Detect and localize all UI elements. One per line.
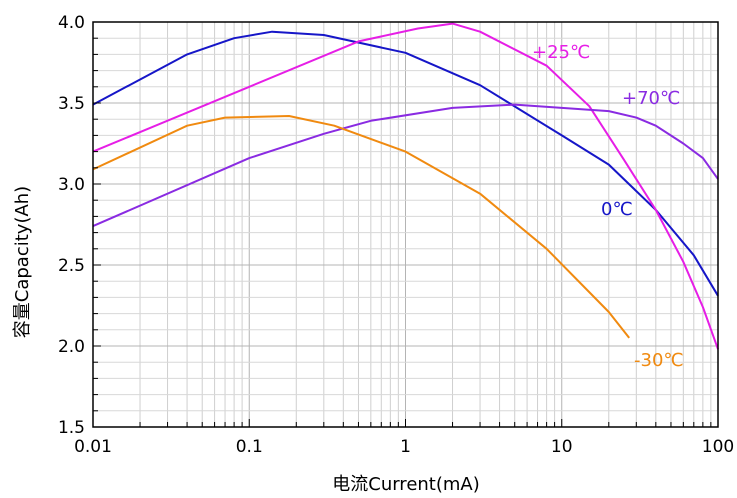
y-tick-label: 1.5 bbox=[58, 418, 85, 438]
x-axis-label: 电流Current(mA) bbox=[332, 474, 480, 495]
series-label-0c: 0℃ bbox=[601, 199, 633, 220]
series-line-0 bbox=[92, 30, 719, 297]
y-tick-label: 2.0 bbox=[58, 337, 85, 357]
x-tick-label: 0.1 bbox=[236, 437, 263, 457]
x-tick-label: 100 bbox=[702, 437, 734, 457]
series-line-2 bbox=[92, 103, 719, 228]
series-label-25c: +25℃ bbox=[532, 42, 590, 63]
y-tick-label: 2.5 bbox=[58, 256, 85, 276]
series-lines bbox=[92, 22, 719, 350]
y-tick-label: 3.0 bbox=[58, 175, 85, 195]
y-tick-label: 4.0 bbox=[58, 13, 85, 33]
y-tick-label: 3.5 bbox=[58, 94, 85, 114]
series-line-3 bbox=[92, 115, 630, 339]
x-tick-label: 0.01 bbox=[74, 437, 112, 457]
x-tick-label: 1 bbox=[400, 437, 411, 457]
axis-ticks: 0.01 0.1 1 10 100 1.5 2.0 2.5 3.0 3.5 4.0 bbox=[58, 13, 734, 457]
x-tick-label: 10 bbox=[551, 437, 573, 457]
series-label-70c: +70℃ bbox=[622, 88, 680, 109]
series-line-1 bbox=[92, 22, 719, 350]
y-axis-label: 容量Capacity(Ah) bbox=[12, 186, 33, 338]
series-label-minus30c: -30℃ bbox=[634, 350, 684, 371]
